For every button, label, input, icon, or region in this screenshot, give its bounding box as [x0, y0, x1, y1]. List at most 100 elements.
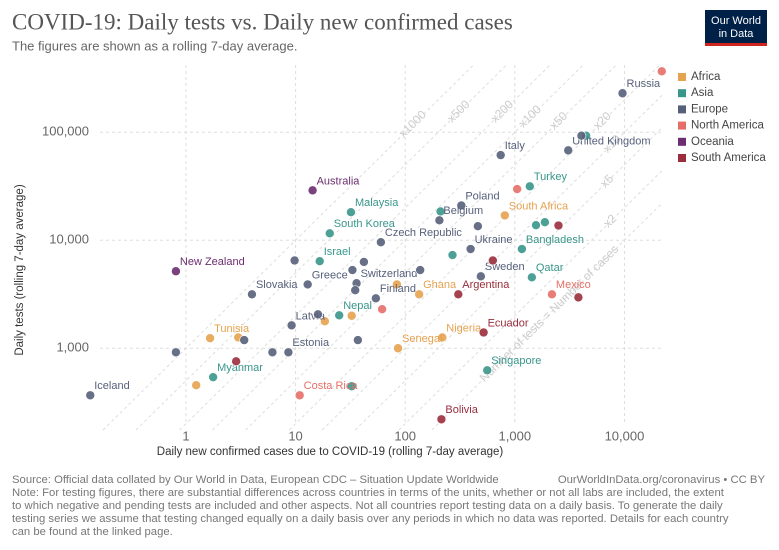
point — [476, 271, 486, 282]
point — [453, 289, 464, 300]
note: Note: For testing figures, there are sub… — [12, 487, 725, 499]
point — [393, 343, 403, 354]
source: Source: Official data collated by Our Wo… — [12, 474, 499, 486]
logo-text: Our World — [711, 15, 761, 27]
x-tick-label: 10 — [288, 428, 302, 443]
point-label: Poland — [465, 190, 499, 202]
point — [171, 347, 181, 358]
point — [239, 335, 250, 345]
ratio-line — [102, 64, 474, 431]
point — [482, 365, 493, 376]
point — [324, 228, 335, 239]
point-label: Bolivia — [445, 404, 478, 416]
point — [334, 310, 345, 321]
legend-label: South America — [691, 152, 766, 164]
legend-swatch — [678, 89, 686, 98]
point — [85, 390, 96, 401]
point-label: Ecuador — [488, 317, 529, 329]
point-label: Estonia — [292, 337, 330, 349]
point — [414, 289, 424, 300]
point — [527, 272, 537, 283]
point — [415, 265, 425, 275]
x-tick-label: 1,000 — [499, 428, 532, 443]
note: to which negative and pending tests are … — [12, 500, 723, 512]
point — [540, 217, 550, 228]
point-label: Czech Republic — [385, 227, 463, 239]
point — [307, 185, 318, 196]
point — [286, 320, 297, 331]
ratio-line — [179, 64, 551, 431]
point-label: South Africa — [509, 200, 569, 212]
point-label: Greece — [312, 269, 348, 281]
ratio-line — [398, 170, 663, 431]
point — [289, 255, 300, 266]
url: OurWorldInData.org/coronavirus • CC BY — [558, 474, 766, 486]
point-label: Israel — [324, 246, 351, 258]
logo: Our World in Data — [705, 10, 767, 46]
point-label: Myanmar — [217, 362, 263, 374]
ratio-label: x200 — [488, 97, 517, 125]
point — [359, 257, 369, 267]
point — [350, 285, 361, 295]
point — [488, 255, 498, 266]
legend-label: Oceania — [691, 136, 734, 148]
point — [478, 327, 489, 338]
legend-swatch — [678, 137, 686, 146]
y-tick-label: 10,000 — [49, 232, 89, 247]
point-label: Switzerland — [361, 268, 418, 280]
point — [447, 250, 458, 260]
x-tick-label: 10,000 — [605, 428, 645, 443]
point-label: Argentina — [462, 279, 510, 291]
point — [576, 130, 587, 141]
point-label: United Kingdom — [572, 135, 650, 147]
point — [553, 220, 564, 231]
ratio-label: x1000 — [396, 107, 429, 140]
point — [563, 145, 574, 156]
point — [346, 207, 356, 217]
point — [531, 220, 541, 230]
point-label: South Korea — [334, 218, 396, 230]
point — [313, 309, 323, 320]
point — [434, 215, 445, 226]
ratio-label: x2 — [600, 211, 619, 230]
point — [392, 279, 402, 290]
x-tick-label: 100 — [394, 428, 416, 443]
point-label: Malaysia — [355, 197, 399, 209]
note: testing series we assume that testing ch… — [12, 513, 729, 525]
point-label: Slovakia — [256, 279, 298, 291]
legend-swatch — [678, 154, 686, 162]
point-label: Belgium — [443, 205, 483, 217]
point — [465, 244, 476, 254]
point — [376, 237, 386, 247]
y-tick-label: 100,000 — [42, 124, 89, 139]
point — [495, 150, 506, 160]
point — [320, 316, 330, 327]
chart-subtitle: The figures are shown as a rolling 7-day… — [12, 38, 297, 53]
point-label: Bangladesh — [526, 234, 584, 246]
ratio-label: x50 — [547, 109, 571, 133]
point — [171, 266, 181, 277]
point — [347, 265, 358, 275]
chart-title: COVID-19: Daily tests vs. Daily new conf… — [12, 9, 513, 34]
point — [436, 414, 447, 425]
point-label: Turkey — [534, 171, 568, 183]
point — [294, 390, 305, 401]
logo-text: in Data — [719, 28, 755, 40]
legend-swatch — [678, 105, 686, 114]
point-label: Mexico — [556, 279, 591, 291]
point-label: Ghana — [423, 279, 457, 291]
point — [456, 200, 467, 211]
point — [517, 244, 527, 254]
ratio-label: x20 — [590, 109, 614, 133]
point — [191, 380, 201, 390]
point-label: Tunisia — [214, 323, 250, 335]
legend-swatch — [678, 73, 686, 81]
point-label: Nepal — [343, 300, 372, 312]
ratio-label: x5 — [597, 171, 616, 190]
ratio-line — [212, 64, 584, 431]
y-tick-label: 1,000 — [56, 340, 89, 355]
point-label: Australia — [317, 175, 361, 187]
legend-label: North America — [691, 120, 764, 132]
note: can be found at the linked page. — [12, 526, 173, 538]
